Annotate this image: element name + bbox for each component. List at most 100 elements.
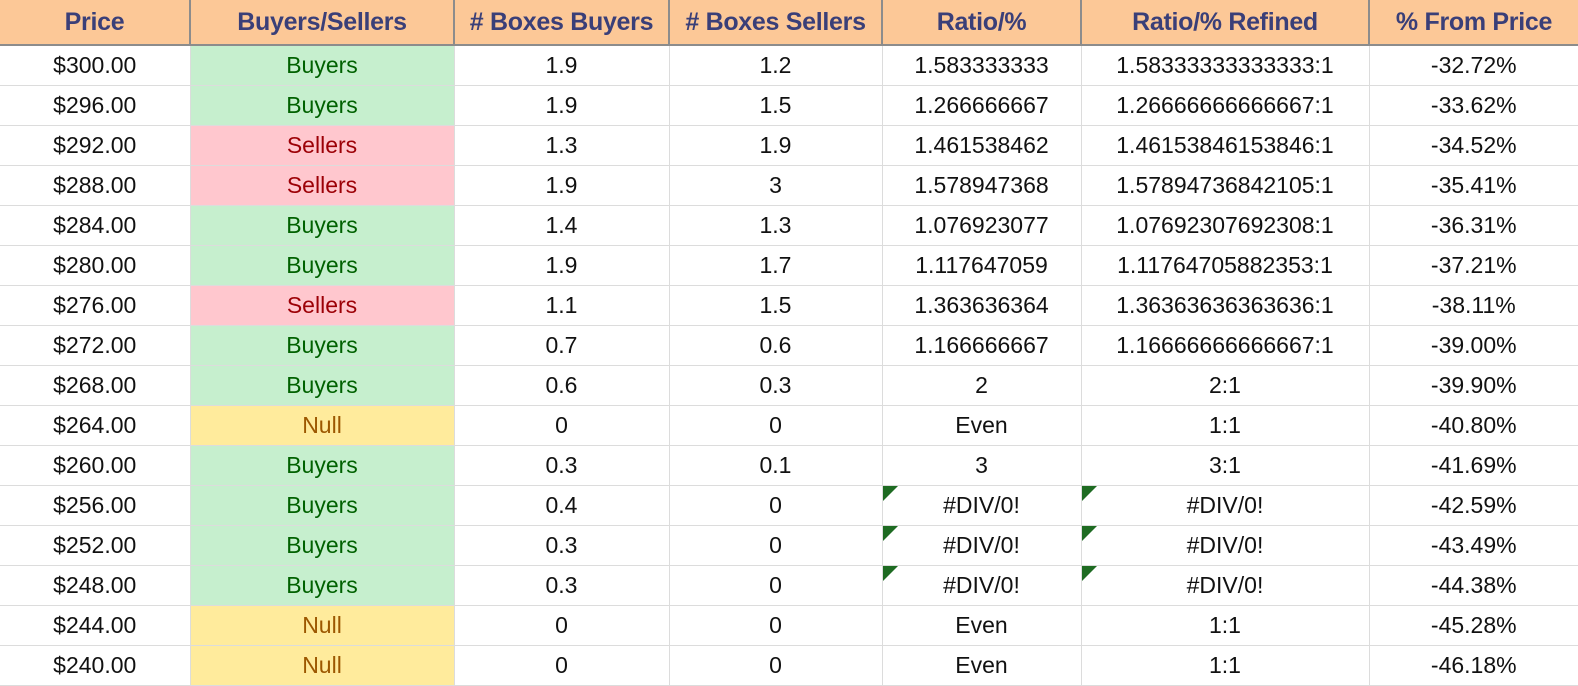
price-cell[interactable]: $264.00 [0, 405, 191, 446]
boxes-sellers-cell[interactable]: 3 [669, 165, 883, 206]
from-price-cell[interactable]: -41.69% [1369, 445, 1578, 486]
price-cell[interactable]: $248.00 [0, 565, 191, 606]
ratio-refined-cell[interactable]: 1.46153846153846:1 [1081, 125, 1370, 166]
boxes-buyers-cell[interactable]: 0 [454, 405, 670, 446]
ratio-refined-cell[interactable]: 2:1 [1081, 365, 1370, 406]
boxes-sellers-cell[interactable]: 0 [669, 525, 883, 566]
price-cell[interactable]: $300.00 [0, 45, 191, 86]
price-cell[interactable]: $280.00 [0, 245, 191, 286]
boxes-sellers-cell[interactable]: 1.9 [669, 125, 883, 166]
side-cell[interactable]: Buyers [190, 85, 455, 126]
price-cell[interactable]: $260.00 [0, 445, 191, 486]
column-header-boxes-sellers[interactable]: # Boxes Sellers [669, 0, 883, 46]
boxes-sellers-cell[interactable]: 1.2 [669, 45, 883, 86]
boxes-sellers-cell[interactable]: 0 [669, 485, 883, 526]
boxes-buyers-cell[interactable]: 0.3 [454, 445, 670, 486]
side-cell[interactable]: Null [190, 645, 455, 686]
side-cell[interactable]: Buyers [190, 325, 455, 366]
boxes-buyers-cell[interactable]: 1.3 [454, 125, 670, 166]
ratio-cell[interactable]: 1.076923077 [882, 205, 1082, 246]
boxes-buyers-cell[interactable]: 1.9 [454, 45, 670, 86]
boxes-buyers-cell[interactable]: 0.4 [454, 485, 670, 526]
side-cell[interactable]: Buyers [190, 485, 455, 526]
boxes-sellers-cell[interactable]: 1.7 [669, 245, 883, 286]
ratio-refined-cell[interactable]: #DIV/0! [1081, 525, 1370, 566]
ratio-cell[interactable]: 1.266666667 [882, 85, 1082, 126]
ratio-refined-cell[interactable]: 1:1 [1081, 605, 1370, 646]
boxes-buyers-cell[interactable]: 0.3 [454, 525, 670, 566]
side-cell[interactable]: Null [190, 405, 455, 446]
side-cell[interactable]: Buyers [190, 565, 455, 606]
ratio-cell[interactable]: 1.461538462 [882, 125, 1082, 166]
ratio-refined-cell[interactable]: 1:1 [1081, 405, 1370, 446]
from-price-cell[interactable]: -46.18% [1369, 645, 1578, 686]
boxes-sellers-cell[interactable]: 1.5 [669, 285, 883, 326]
boxes-sellers-cell[interactable]: 1.5 [669, 85, 883, 126]
side-cell[interactable]: Sellers [190, 125, 455, 166]
side-cell[interactable]: Sellers [190, 165, 455, 206]
from-price-cell[interactable]: -43.49% [1369, 525, 1578, 566]
ratio-cell[interactable]: 2 [882, 365, 1082, 406]
ratio-refined-cell[interactable]: 1.36363636363636:1 [1081, 285, 1370, 326]
ratio-cell[interactable]: #DIV/0! [882, 485, 1082, 526]
side-cell[interactable]: Sellers [190, 285, 455, 326]
from-price-cell[interactable]: -39.00% [1369, 325, 1578, 366]
ratio-cell[interactable]: 1.583333333 [882, 45, 1082, 86]
column-header-price[interactable]: Price [0, 0, 191, 46]
price-cell[interactable]: $240.00 [0, 645, 191, 686]
from-price-cell[interactable]: -42.59% [1369, 485, 1578, 526]
from-price-cell[interactable]: -33.62% [1369, 85, 1578, 126]
side-cell[interactable]: Buyers [190, 365, 455, 406]
ratio-cell[interactable]: Even [882, 605, 1082, 646]
from-price-cell[interactable]: -45.28% [1369, 605, 1578, 646]
ratio-refined-cell[interactable]: 1.58333333333333:1 [1081, 45, 1370, 86]
boxes-sellers-cell[interactable]: 0 [669, 405, 883, 446]
column-header-ratio[interactable]: Ratio/% [882, 0, 1082, 46]
side-cell[interactable]: Buyers [190, 245, 455, 286]
boxes-buyers-cell[interactable]: 0.3 [454, 565, 670, 606]
from-price-cell[interactable]: -39.90% [1369, 365, 1578, 406]
ratio-refined-cell[interactable]: #DIV/0! [1081, 485, 1370, 526]
ratio-refined-cell[interactable]: 1.26666666666667:1 [1081, 85, 1370, 126]
from-price-cell[interactable]: -32.72% [1369, 45, 1578, 86]
ratio-cell[interactable]: 3 [882, 445, 1082, 486]
price-cell[interactable]: $288.00 [0, 165, 191, 206]
side-cell[interactable]: Buyers [190, 205, 455, 246]
column-header-boxes-buyers[interactable]: # Boxes Buyers [454, 0, 670, 46]
from-price-cell[interactable]: -38.11% [1369, 285, 1578, 326]
boxes-sellers-cell[interactable]: 0 [669, 645, 883, 686]
boxes-buyers-cell[interactable]: 1.9 [454, 245, 670, 286]
price-cell[interactable]: $292.00 [0, 125, 191, 166]
boxes-sellers-cell[interactable]: 0 [669, 605, 883, 646]
boxes-sellers-cell[interactable]: 1.3 [669, 205, 883, 246]
ratio-refined-cell[interactable]: 3:1 [1081, 445, 1370, 486]
boxes-buyers-cell[interactable]: 1.1 [454, 285, 670, 326]
ratio-cell[interactable]: Even [882, 405, 1082, 446]
price-cell[interactable]: $296.00 [0, 85, 191, 126]
from-price-cell[interactable]: -44.38% [1369, 565, 1578, 606]
price-cell[interactable]: $256.00 [0, 485, 191, 526]
side-cell[interactable]: Buyers [190, 445, 455, 486]
boxes-buyers-cell[interactable]: 0 [454, 645, 670, 686]
side-cell[interactable]: Buyers [190, 525, 455, 566]
ratio-cell[interactable]: 1.578947368 [882, 165, 1082, 206]
ratio-refined-cell[interactable]: 1.11764705882353:1 [1081, 245, 1370, 286]
ratio-refined-cell[interactable]: 1.07692307692308:1 [1081, 205, 1370, 246]
ratio-cell[interactable]: Even [882, 645, 1082, 686]
price-cell[interactable]: $268.00 [0, 365, 191, 406]
ratio-cell[interactable]: 1.363636364 [882, 285, 1082, 326]
price-cell[interactable]: $252.00 [0, 525, 191, 566]
boxes-sellers-cell[interactable]: 0 [669, 565, 883, 606]
boxes-sellers-cell[interactable]: 0.1 [669, 445, 883, 486]
from-price-cell[interactable]: -35.41% [1369, 165, 1578, 206]
column-header-ratio-refined[interactable]: Ratio/% Refined [1081, 0, 1370, 46]
ratio-cell[interactable]: 1.166666667 [882, 325, 1082, 366]
boxes-buyers-cell[interactable]: 1.4 [454, 205, 670, 246]
column-header-buyers-sellers[interactable]: Buyers/Sellers [190, 0, 455, 46]
boxes-buyers-cell[interactable]: 0.7 [454, 325, 670, 366]
ratio-refined-cell[interactable]: 1.16666666666667:1 [1081, 325, 1370, 366]
ratio-refined-cell[interactable]: #DIV/0! [1081, 565, 1370, 606]
boxes-buyers-cell[interactable]: 1.9 [454, 85, 670, 126]
side-cell[interactable]: Null [190, 605, 455, 646]
ratio-cell[interactable]: #DIV/0! [882, 525, 1082, 566]
